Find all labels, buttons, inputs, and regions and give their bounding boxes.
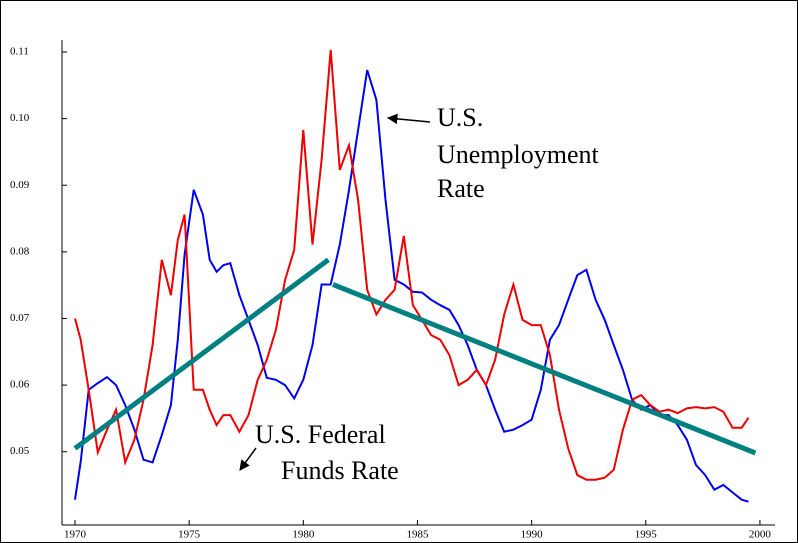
x-tick-label: 1980 (292, 529, 315, 541)
trend-line (73, 257, 330, 451)
x-tick-label: 1970 (64, 529, 87, 541)
annotation: Unemployment (437, 140, 600, 169)
y-tick-label: 0.10 (10, 112, 30, 124)
x-tick-label: 1995 (635, 529, 658, 541)
x-tick-label: 1990 (521, 529, 544, 541)
annotation: Funds Rate (281, 456, 399, 485)
x-tick-label: 1985 (406, 529, 429, 541)
annotation: U.S. Federal (255, 420, 386, 449)
series-line (74, 49, 750, 481)
y-tick-label: 0.07 (10, 312, 30, 324)
y-tick-label: 0.09 (10, 179, 30, 191)
trend-line (332, 282, 757, 456)
series-line (74, 69, 749, 503)
annotation-arrow (386, 113, 431, 125)
y-tick-label: 0.06 (10, 379, 30, 391)
y-tick-label: 0.05 (10, 445, 30, 457)
annotation-arrow (239, 447, 257, 471)
annotation: Rate (437, 174, 485, 203)
x-tick-label: 1975 (178, 529, 201, 541)
y-tick-label: 0.11 (10, 46, 29, 58)
x-tick-label: 2000 (749, 529, 772, 541)
annotation: U.S. (437, 103, 483, 132)
y-tick-label: 0.08 (10, 245, 30, 257)
